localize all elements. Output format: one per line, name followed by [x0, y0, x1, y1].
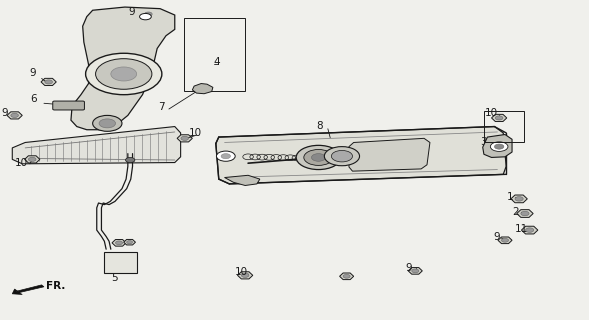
- Circle shape: [312, 154, 326, 161]
- Polygon shape: [408, 268, 422, 274]
- Circle shape: [412, 269, 419, 273]
- Polygon shape: [12, 126, 181, 164]
- Circle shape: [494, 144, 504, 149]
- Bar: [184, 18, 245, 92]
- Polygon shape: [141, 11, 156, 18]
- Text: 3: 3: [481, 137, 487, 147]
- Circle shape: [491, 142, 508, 151]
- Circle shape: [140, 13, 151, 20]
- Circle shape: [343, 274, 350, 278]
- Polygon shape: [193, 84, 213, 94]
- Text: 4: 4: [213, 57, 220, 67]
- Text: 5: 5: [111, 273, 118, 283]
- Circle shape: [45, 80, 52, 84]
- Polygon shape: [71, 7, 175, 130]
- Text: 9: 9: [405, 263, 412, 273]
- Circle shape: [181, 136, 188, 140]
- Circle shape: [111, 67, 137, 81]
- Text: 9: 9: [128, 7, 135, 17]
- Text: 10: 10: [484, 108, 498, 118]
- Circle shape: [325, 147, 359, 166]
- Text: 1: 1: [507, 192, 513, 202]
- Text: FR.: FR.: [46, 281, 65, 291]
- Circle shape: [92, 116, 122, 131]
- Text: 8: 8: [316, 121, 323, 131]
- Text: 9: 9: [29, 68, 35, 78]
- Polygon shape: [177, 135, 193, 142]
- Text: 10: 10: [15, 157, 28, 168]
- Bar: [484, 111, 524, 142]
- FancyBboxPatch shape: [53, 101, 84, 110]
- Circle shape: [115, 241, 123, 245]
- Circle shape: [11, 113, 18, 117]
- Circle shape: [495, 116, 503, 120]
- Polygon shape: [491, 114, 507, 122]
- Polygon shape: [124, 239, 135, 245]
- Polygon shape: [498, 237, 512, 244]
- Circle shape: [221, 154, 230, 159]
- Text: 11: 11: [515, 224, 528, 234]
- Text: 6: 6: [31, 94, 37, 104]
- Text: 2: 2: [512, 207, 519, 217]
- Circle shape: [125, 157, 135, 163]
- Circle shape: [99, 119, 115, 128]
- Polygon shape: [511, 195, 527, 203]
- Circle shape: [501, 238, 508, 242]
- Polygon shape: [349, 138, 430, 171]
- Circle shape: [525, 228, 534, 232]
- Polygon shape: [7, 112, 22, 119]
- Polygon shape: [517, 210, 533, 217]
- Circle shape: [241, 273, 249, 277]
- Polygon shape: [224, 175, 260, 186]
- Text: 9: 9: [1, 108, 8, 118]
- Circle shape: [85, 53, 162, 95]
- Bar: [104, 252, 137, 273]
- Circle shape: [304, 149, 333, 165]
- Circle shape: [28, 157, 36, 161]
- Circle shape: [216, 151, 235, 161]
- Circle shape: [296, 145, 341, 170]
- Circle shape: [127, 241, 133, 244]
- Circle shape: [144, 12, 152, 16]
- Text: 9: 9: [493, 232, 499, 242]
- Circle shape: [332, 150, 352, 162]
- Polygon shape: [12, 285, 44, 294]
- Polygon shape: [216, 126, 506, 184]
- Polygon shape: [237, 272, 253, 279]
- Circle shape: [515, 197, 523, 201]
- Polygon shape: [41, 78, 57, 85]
- Polygon shape: [340, 273, 353, 280]
- Text: 7: 7: [158, 102, 164, 112]
- Polygon shape: [483, 134, 512, 157]
- Polygon shape: [25, 156, 40, 163]
- Text: 10: 10: [234, 267, 247, 276]
- Circle shape: [521, 211, 529, 216]
- Text: 10: 10: [188, 128, 202, 138]
- Polygon shape: [521, 226, 538, 234]
- Circle shape: [95, 59, 152, 89]
- Polygon shape: [112, 240, 126, 246]
